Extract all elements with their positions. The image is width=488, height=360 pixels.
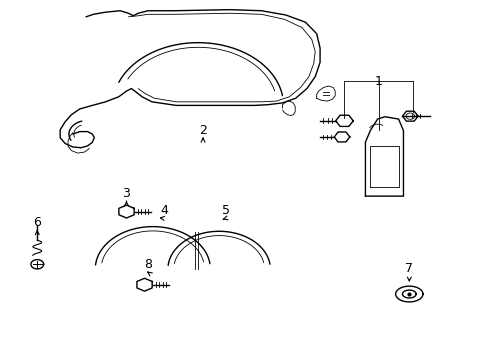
Text: 3: 3 xyxy=(122,187,130,200)
Text: 4: 4 xyxy=(160,204,168,217)
Text: 8: 8 xyxy=(143,258,152,271)
Text: 6: 6 xyxy=(33,216,41,229)
Text: 2: 2 xyxy=(199,124,206,137)
Text: 5: 5 xyxy=(222,204,229,217)
Text: 1: 1 xyxy=(374,75,382,88)
Text: 7: 7 xyxy=(405,262,412,275)
